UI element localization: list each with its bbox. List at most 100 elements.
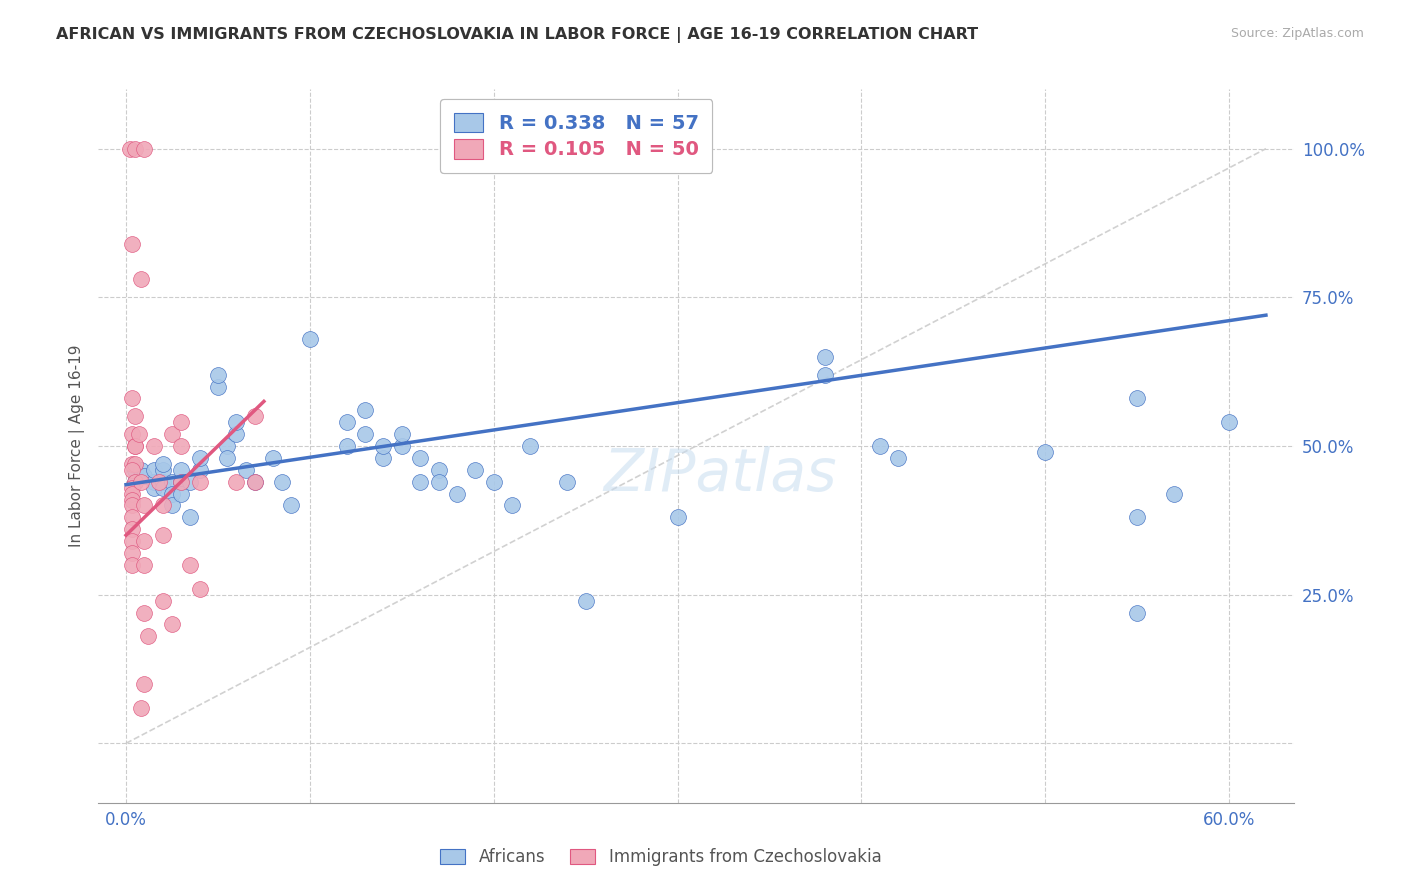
Point bbox=[142, 463, 165, 477]
Point bbox=[262, 450, 284, 465]
Point bbox=[124, 409, 146, 424]
Text: AFRICAN VS IMMIGRANTS FROM CZECHOSLOVAKIA IN LABOR FORCE | AGE 16-19 CORRELATION: AFRICAN VS IMMIGRANTS FROM CZECHOSLOVAKI… bbox=[56, 27, 979, 43]
Point bbox=[121, 534, 143, 549]
Point bbox=[152, 463, 174, 477]
Point bbox=[136, 629, 159, 643]
Point bbox=[1126, 606, 1149, 620]
Point bbox=[121, 522, 143, 536]
Point bbox=[118, 142, 141, 156]
Point bbox=[179, 475, 201, 489]
Point bbox=[170, 463, 193, 477]
Point bbox=[243, 475, 266, 489]
Point bbox=[129, 475, 152, 489]
Point bbox=[124, 457, 146, 471]
Point bbox=[152, 481, 174, 495]
Point bbox=[134, 468, 156, 483]
Point bbox=[354, 403, 377, 417]
Point bbox=[409, 475, 432, 489]
Point bbox=[152, 499, 174, 513]
Point bbox=[152, 475, 174, 489]
Point bbox=[152, 457, 174, 471]
Point bbox=[814, 368, 837, 382]
Point bbox=[409, 450, 432, 465]
Point bbox=[142, 439, 165, 453]
Point bbox=[160, 617, 183, 632]
Point bbox=[1163, 486, 1185, 500]
Point bbox=[336, 439, 359, 453]
Point bbox=[170, 486, 193, 500]
Point bbox=[121, 427, 143, 442]
Point bbox=[124, 475, 146, 489]
Point bbox=[134, 558, 156, 572]
Point bbox=[170, 475, 193, 489]
Point bbox=[217, 439, 239, 453]
Point bbox=[391, 427, 413, 442]
Point bbox=[373, 450, 395, 465]
Point bbox=[446, 486, 468, 500]
Point bbox=[134, 534, 156, 549]
Point bbox=[1126, 510, 1149, 524]
Point bbox=[134, 677, 156, 691]
Point bbox=[887, 450, 910, 465]
Point bbox=[188, 475, 211, 489]
Point bbox=[188, 450, 211, 465]
Point bbox=[280, 499, 302, 513]
Point bbox=[160, 427, 183, 442]
Point bbox=[482, 475, 505, 489]
Point bbox=[124, 463, 146, 477]
Point bbox=[1033, 445, 1056, 459]
Point bbox=[179, 510, 201, 524]
Point bbox=[188, 582, 211, 596]
Point bbox=[464, 463, 486, 477]
Text: Source: ZipAtlas.com: Source: ZipAtlas.com bbox=[1230, 27, 1364, 40]
Point bbox=[427, 475, 450, 489]
Point bbox=[336, 415, 359, 429]
Point bbox=[121, 546, 143, 560]
Point bbox=[298, 332, 321, 346]
Point bbox=[142, 481, 165, 495]
Point bbox=[666, 510, 689, 524]
Point bbox=[121, 558, 143, 572]
Point bbox=[134, 499, 156, 513]
Point bbox=[124, 439, 146, 453]
Point bbox=[124, 439, 146, 453]
Point bbox=[575, 593, 598, 607]
Point bbox=[121, 392, 143, 406]
Legend: Africans, Immigrants from Czechoslovakia: Africans, Immigrants from Czechoslovakia bbox=[432, 840, 890, 875]
Point bbox=[128, 427, 150, 442]
Point bbox=[142, 475, 165, 489]
Point bbox=[121, 236, 143, 251]
Text: ZIPatlas: ZIPatlas bbox=[603, 446, 837, 503]
Point bbox=[121, 463, 143, 477]
Point bbox=[124, 142, 146, 156]
Point bbox=[869, 439, 891, 453]
Point bbox=[121, 492, 143, 507]
Legend: R = 0.338   N = 57, R = 0.105   N = 50: R = 0.338 N = 57, R = 0.105 N = 50 bbox=[440, 99, 713, 173]
Point bbox=[207, 368, 229, 382]
Point bbox=[179, 558, 201, 572]
Point bbox=[152, 593, 174, 607]
Point bbox=[225, 415, 247, 429]
Point bbox=[501, 499, 523, 513]
Point bbox=[121, 457, 143, 471]
Point bbox=[391, 439, 413, 453]
Point bbox=[1218, 415, 1240, 429]
Point bbox=[427, 463, 450, 477]
Point bbox=[160, 499, 183, 513]
Point bbox=[243, 409, 266, 424]
Point bbox=[160, 486, 183, 500]
Point bbox=[124, 475, 146, 489]
Point bbox=[121, 499, 143, 513]
Point bbox=[1126, 392, 1149, 406]
Point bbox=[134, 606, 156, 620]
Point bbox=[129, 700, 152, 714]
Point bbox=[225, 475, 247, 489]
Point bbox=[207, 379, 229, 393]
Point bbox=[354, 427, 377, 442]
Point bbox=[121, 510, 143, 524]
Point bbox=[555, 475, 578, 489]
Point bbox=[152, 528, 174, 542]
Point bbox=[129, 272, 152, 286]
Point bbox=[217, 450, 239, 465]
Point bbox=[188, 463, 211, 477]
